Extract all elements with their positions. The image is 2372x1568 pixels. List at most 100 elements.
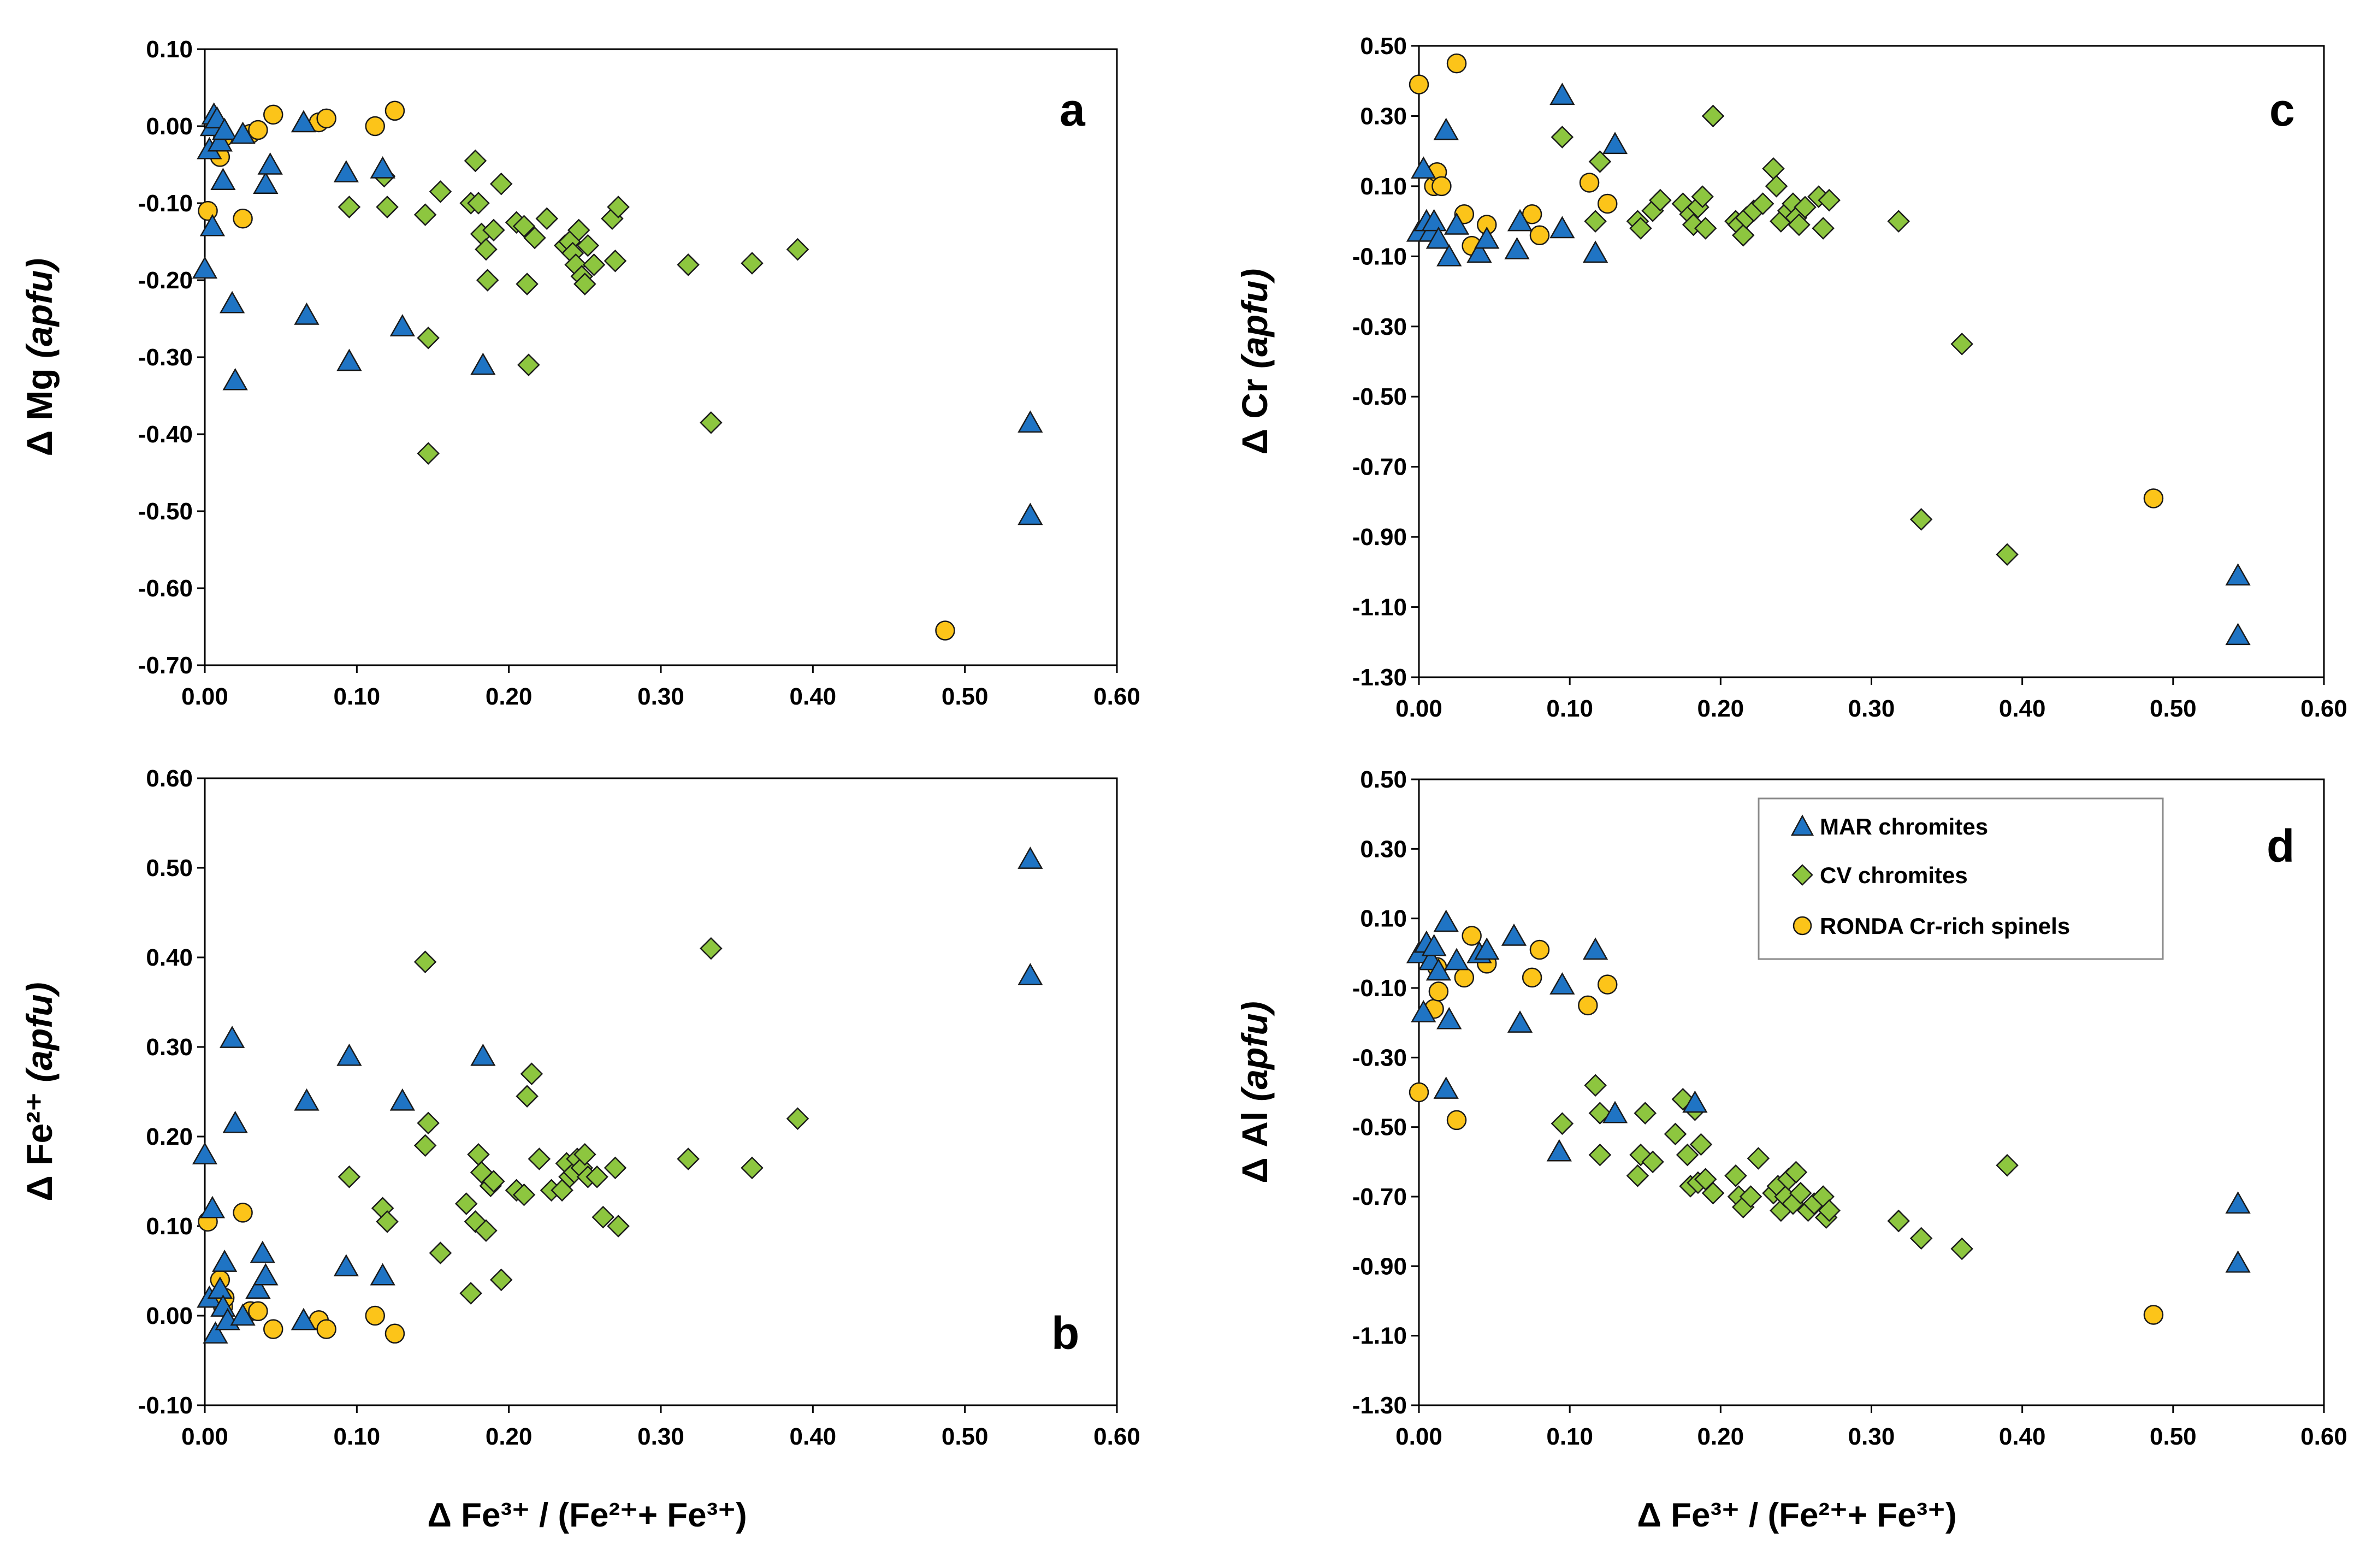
panel-letter: b — [1051, 1307, 1079, 1359]
x-tick-label: 0.60 — [1093, 683, 1140, 710]
x-tick-label: 0.10 — [334, 683, 381, 710]
legend-cv-label: CV chromites — [1820, 862, 1968, 888]
legend-mar-marker — [1790, 814, 1814, 836]
cv-point — [516, 1085, 539, 1108]
x-tick-label: 0.30 — [1848, 1423, 1895, 1450]
mar-point — [2226, 1251, 2250, 1273]
mar-point — [1550, 83, 1575, 105]
panel-b: 0.60 0.50 0.40 0.30 0.20 0.10 0.00 -0.10 0.00 0.1… — [19, 765, 1140, 1450]
y-tick-label: -0.50 — [1352, 383, 1407, 410]
mar-point — [471, 353, 495, 375]
legend: MAR chromites CV chromites RONDA Cr-rich… — [1758, 797, 2164, 960]
y-axis-title: Δ Cr (apfu) — [1234, 269, 1275, 455]
ronda-point — [233, 1203, 253, 1223]
x-tick-label: 0.50 — [942, 1423, 989, 1450]
cv-point — [1747, 1147, 1770, 1170]
mar-point — [1583, 241, 1608, 263]
x-tick-label: 0.00 — [1395, 695, 1442, 722]
series-cv — [338, 937, 809, 1305]
legend-item-ronda: RONDA Cr-rich spinels — [1793, 913, 2070, 939]
mar-point — [220, 292, 245, 313]
mar-point — [334, 1255, 359, 1277]
y-tick-label: 0.30 — [1360, 836, 1407, 862]
x-tick-label: 0.30 — [637, 683, 684, 710]
panel-a: 0.10 0.00 -0.10 -0.20 -0.30 -0.40 -0.50 -0.60 -0… — [19, 36, 1140, 710]
x-tick-label: 0.60 — [2300, 695, 2347, 722]
mar-point — [1018, 963, 1043, 986]
x-tick-label: 0.10 — [334, 1423, 381, 1450]
series-ronda — [198, 100, 955, 641]
ronda-point — [1529, 225, 1550, 246]
legend-ronda-marker — [1793, 916, 1812, 936]
ronda-point — [198, 200, 218, 221]
y-tick-label: -1.10 — [1352, 1323, 1407, 1350]
cv-point — [414, 1134, 436, 1157]
cv-point — [517, 353, 540, 376]
cv-point — [1950, 333, 1973, 356]
cv-point — [414, 950, 436, 973]
mar-point — [223, 369, 247, 390]
cv-point — [464, 150, 487, 172]
legend-mar-label: MAR chromites — [1820, 814, 1988, 839]
x-tick-label: 0.20 — [1697, 1423, 1744, 1450]
y-axis-title-unit: (apfu) — [19, 258, 60, 358]
y-tick-label: 0.30 — [146, 1034, 193, 1061]
cv-point — [417, 442, 440, 465]
y-axis-title: Δ Mg (apfu) — [19, 258, 60, 457]
y-tick-label: -0.10 — [138, 1392, 193, 1419]
y-axis-title-main: Δ Mg — [19, 358, 60, 456]
ronda-point — [1597, 974, 1618, 995]
cv-point — [338, 1165, 360, 1188]
y-tick-label: 0.50 — [146, 855, 193, 881]
ronda-point — [385, 1323, 405, 1344]
mar-point — [250, 1241, 275, 1263]
cv-point — [528, 1147, 551, 1170]
y-tick-label: 0.40 — [146, 944, 193, 971]
y-tick-label: -0.70 — [1352, 454, 1407, 481]
legend-cv-marker — [1791, 864, 1813, 886]
cv-point — [1910, 508, 1932, 531]
y-tick-label: -0.60 — [138, 575, 193, 602]
cv-point — [490, 1269, 512, 1291]
y-tick-label: -1.10 — [1352, 594, 1407, 621]
x-tick-label: 0.10 — [1546, 1423, 1593, 1450]
mar-point — [1550, 216, 1575, 239]
mar-point — [390, 1089, 415, 1111]
mar-point — [1583, 938, 1608, 960]
x-tick-label: 0.40 — [1999, 1423, 2046, 1450]
cv-point — [604, 250, 626, 272]
mar-point — [2226, 564, 2250, 586]
ronda-point — [1446, 1110, 1467, 1131]
ronda-point — [385, 100, 405, 121]
cv-point — [1765, 175, 1788, 198]
ronda-point — [1597, 193, 1618, 214]
ronda-point — [1579, 173, 1600, 193]
cv-point — [429, 180, 452, 203]
panels: 0.10 0.00 -0.10 -0.20 -0.30 -0.40 -0.50 -0.60 -0… — [19, 33, 2347, 1450]
ronda-point — [248, 120, 268, 140]
x-tick-label: 0.20 — [486, 683, 533, 710]
cv-point — [1551, 1113, 1574, 1135]
mar-point — [294, 303, 319, 325]
ronda-point — [2143, 488, 2164, 508]
x-tick-label: 0.60 — [1093, 1423, 1140, 1450]
mar-point — [390, 315, 415, 336]
x-tick-label: 0.00 — [181, 1423, 228, 1450]
cv-point — [429, 1241, 452, 1264]
ronda-point — [1428, 981, 1449, 1002]
mar-point — [1434, 1077, 1458, 1099]
x-tick-label: 0.50 — [942, 683, 989, 710]
cv-point — [1551, 126, 1574, 149]
ronda-point — [1529, 939, 1550, 960]
ronda-point — [1522, 967, 1542, 988]
cv-point — [1724, 1164, 1747, 1187]
y-tick-label: 0.50 — [1360, 33, 1407, 60]
ronda-point — [316, 1319, 336, 1339]
mar-point — [1018, 847, 1043, 869]
mar-point — [337, 1044, 362, 1066]
x-tick-label: 0.40 — [790, 1423, 837, 1450]
y-tick-label: 0.50 — [1360, 766, 1407, 793]
cv-point — [677, 1147, 700, 1170]
mar-point — [1434, 910, 1458, 932]
